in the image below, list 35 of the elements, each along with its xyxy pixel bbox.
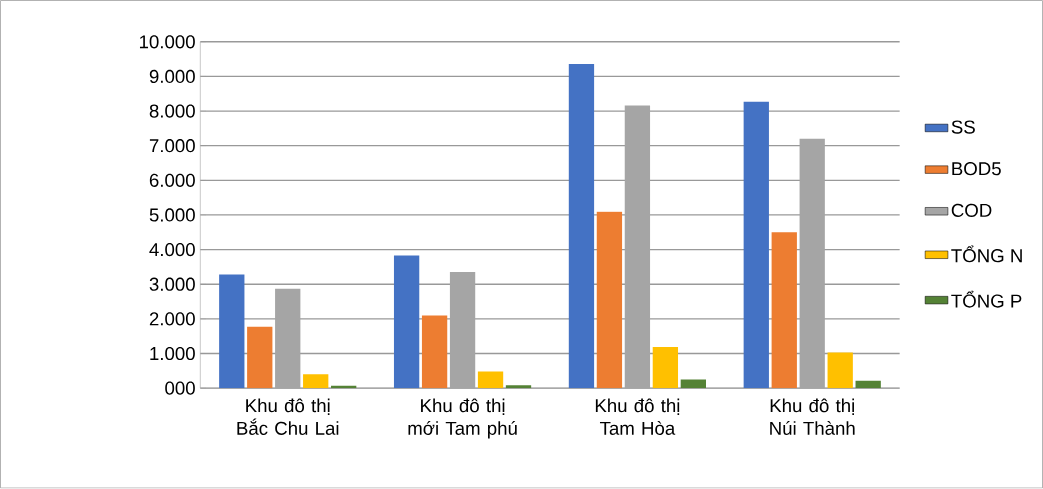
x-tick-label: Khu đô thị Bắc Chu Lai	[237, 398, 339, 436]
legend-label: TỔNG N	[951, 245, 1022, 263]
legend-label: BOD5	[952, 162, 1001, 176]
x-tick-label: Khu đô thị Tam Hòa	[595, 398, 680, 436]
y-tick-label: 10.000	[139, 35, 195, 49]
y-tick-label: 3.000	[149, 277, 195, 292]
bar	[219, 274, 245, 389]
bar	[505, 385, 532, 389]
legend-label: SS	[951, 120, 975, 134]
y-tick-label: 000	[165, 381, 195, 395]
bar	[680, 379, 706, 389]
bar	[303, 374, 329, 389]
bar	[421, 315, 448, 389]
y-tick-label: 7.000	[149, 139, 195, 153]
bar	[771, 232, 797, 389]
bar	[393, 255, 420, 389]
y-tick-label: 2.000	[149, 312, 195, 326]
bar	[477, 371, 504, 389]
y-tick-label: 4.000	[149, 243, 195, 257]
bar	[827, 352, 853, 389]
bar	[568, 64, 595, 389]
bar	[247, 327, 273, 389]
legend-label: COD	[951, 203, 992, 218]
y-tick-label: 8.000	[149, 104, 195, 118]
y-tick-label: 5.000	[149, 208, 195, 222]
y-tick-label: 6.000	[149, 173, 195, 188]
bar	[596, 212, 623, 389]
y-tick-label: 9.000	[149, 70, 195, 84]
y-tick-label: 1.000	[150, 347, 195, 361]
legend-label: TỔNG P	[951, 291, 1022, 308]
x-tick-label: Khu đô thị Núi Thành	[770, 398, 855, 436]
bar	[652, 347, 679, 389]
x-tick-label: Khu đô thị mới Tam phú	[408, 398, 517, 439]
bar	[743, 101, 769, 389]
bar	[855, 381, 881, 389]
